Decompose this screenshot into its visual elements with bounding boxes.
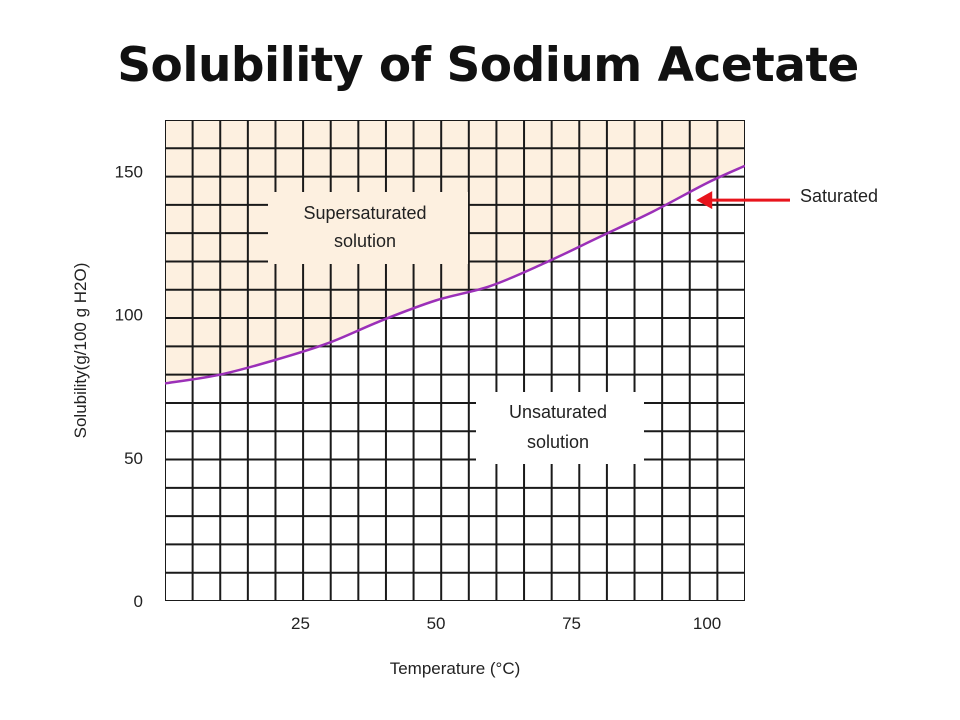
unsaturated-label-background [476,392,644,464]
chart-title: Solubility of Sodium Acetate [117,38,859,93]
y-tick-label: 150 [115,163,143,182]
x-tick-label: 50 [427,614,446,633]
y-tick-label: 50 [124,449,143,468]
unsaturated-label: Unsaturated [509,402,607,422]
x-tick-label: 25 [291,614,310,633]
x-tick-label: 100 [693,614,721,633]
saturated-label: Saturated [800,186,878,206]
supersaturated-label: solution [334,231,396,251]
y-tick-label: 100 [115,306,143,325]
y-tick-label: 0 [134,592,143,611]
unsaturated-label: solution [527,432,589,452]
x-tick-label: 75 [562,614,581,633]
supersaturated-label-background [268,192,468,264]
saturation-curve [165,164,745,385]
y-axis-label: Solubility(g/100 g H2O) [71,263,90,439]
saturated-arrow-head [696,191,713,210]
supersaturated-label: Supersaturated [303,203,426,223]
x-axis-label: Temperature (°C) [390,659,521,678]
